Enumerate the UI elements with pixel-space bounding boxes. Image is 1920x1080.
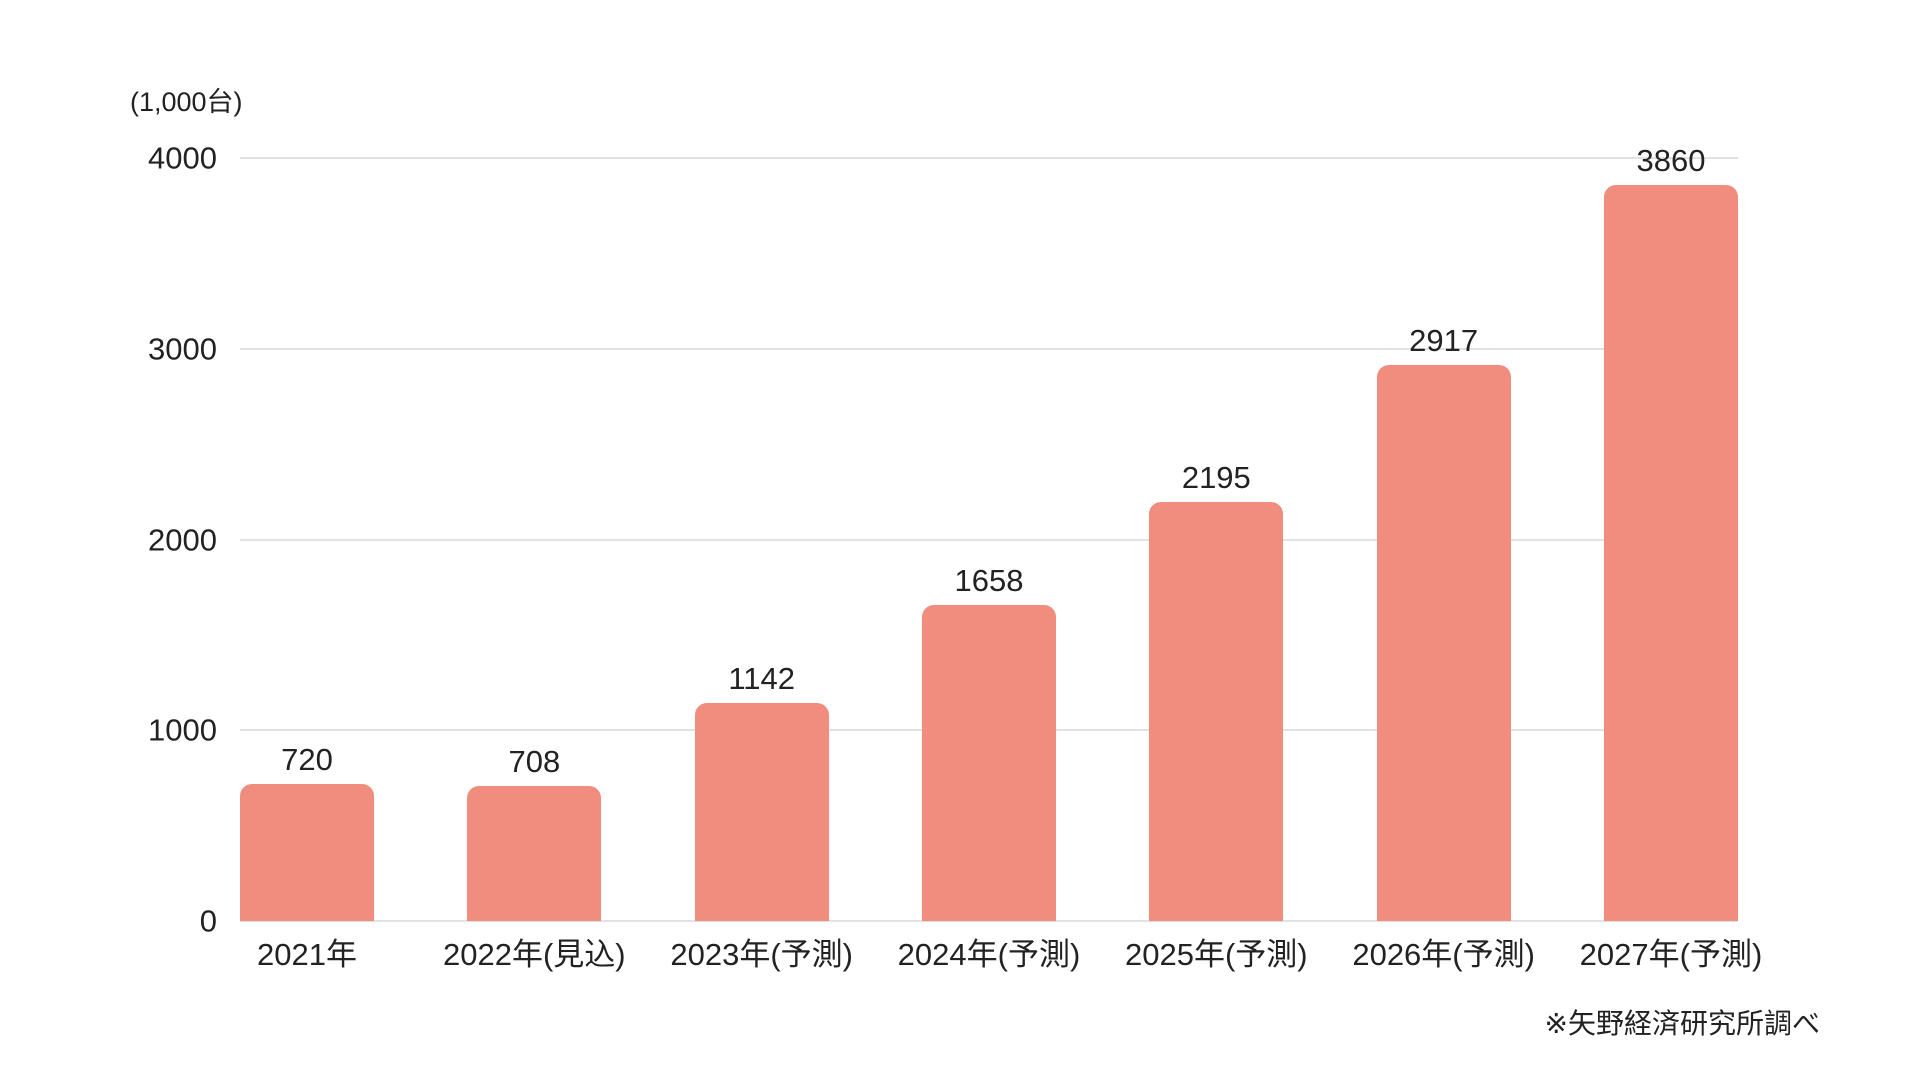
y-tick-label-4000: 4000 [148, 140, 217, 176]
y-tick-label-1000: 1000 [148, 712, 217, 748]
bar-6 [1376, 364, 1511, 921]
x-tick-label-1: 2021年 [257, 937, 357, 972]
x-tick-label-2: 2022年(見込) [443, 937, 626, 972]
bars: 720 2021年 708 2022年(見込) 1142 2023年(予測) 1658 202… [240, 145, 1763, 972]
bar-value-label-3: 1142 [728, 661, 795, 697]
bar-value-label-1: 720 [281, 741, 333, 777]
bar-group-1: 720 2021年 [240, 158, 374, 972]
bar-value-label-6: 2917 [1409, 322, 1479, 358]
bar-value-label-2: 708 [508, 743, 561, 779]
x-tick-label-3: 2023年(予測) [670, 937, 853, 972]
y-tick-label-2000: 2000 [148, 522, 217, 557]
bar-value-label-5: 2195 [1181, 460, 1251, 496]
bar-group-7: 3860 2027年(予測) [1580, 145, 1763, 972]
gridline-0 [240, 920, 1738, 922]
plot-area: 0 1000 2000 3000 4000 720 2021年 708 2022年(見込) 114… [148, 143, 1763, 972]
y-tick-label-0: 0 [199, 903, 217, 939]
bar-value-label-4: 1658 [954, 562, 1024, 598]
x-tick-label-5: 2025年(予測) [1125, 937, 1308, 972]
bar-group-2: 708 2022年(見込) [443, 158, 626, 972]
bar-group-5: 2195 2025年(予測) [1125, 158, 1308, 971]
x-tick-label-6: 2026年(予測) [1352, 937, 1535, 972]
source-note: ※矢野経済研究所調べ [1544, 1008, 1820, 1039]
x-tick-label-7: 2027年(予測) [1579, 937, 1763, 972]
bar-2 [467, 785, 602, 921]
x-tick-label-4: 2024年(予測) [897, 937, 1081, 972]
bar-5 [1149, 502, 1284, 921]
bar-group-3: 1142 2023年(予測) [670, 158, 853, 971]
bar-7 [1603, 184, 1738, 921]
gridline-3000 [240, 347, 1738, 350]
bar-value-label-7: 3860 [1636, 142, 1706, 178]
bar-4 [921, 604, 1056, 921]
bar-group-6: 2917 2026年(予測) [1352, 158, 1535, 972]
y-axis-unit-label: (1,000台) [130, 87, 243, 117]
bar-3 [694, 703, 829, 921]
gridline-2000 [240, 538, 1738, 541]
y-tick-label-3000: 3000 [148, 331, 217, 367]
gridline-4000 [240, 157, 1738, 159]
bar-group-4: 1658 2024年(予測) [898, 158, 1081, 972]
bar-1 [240, 783, 374, 921]
